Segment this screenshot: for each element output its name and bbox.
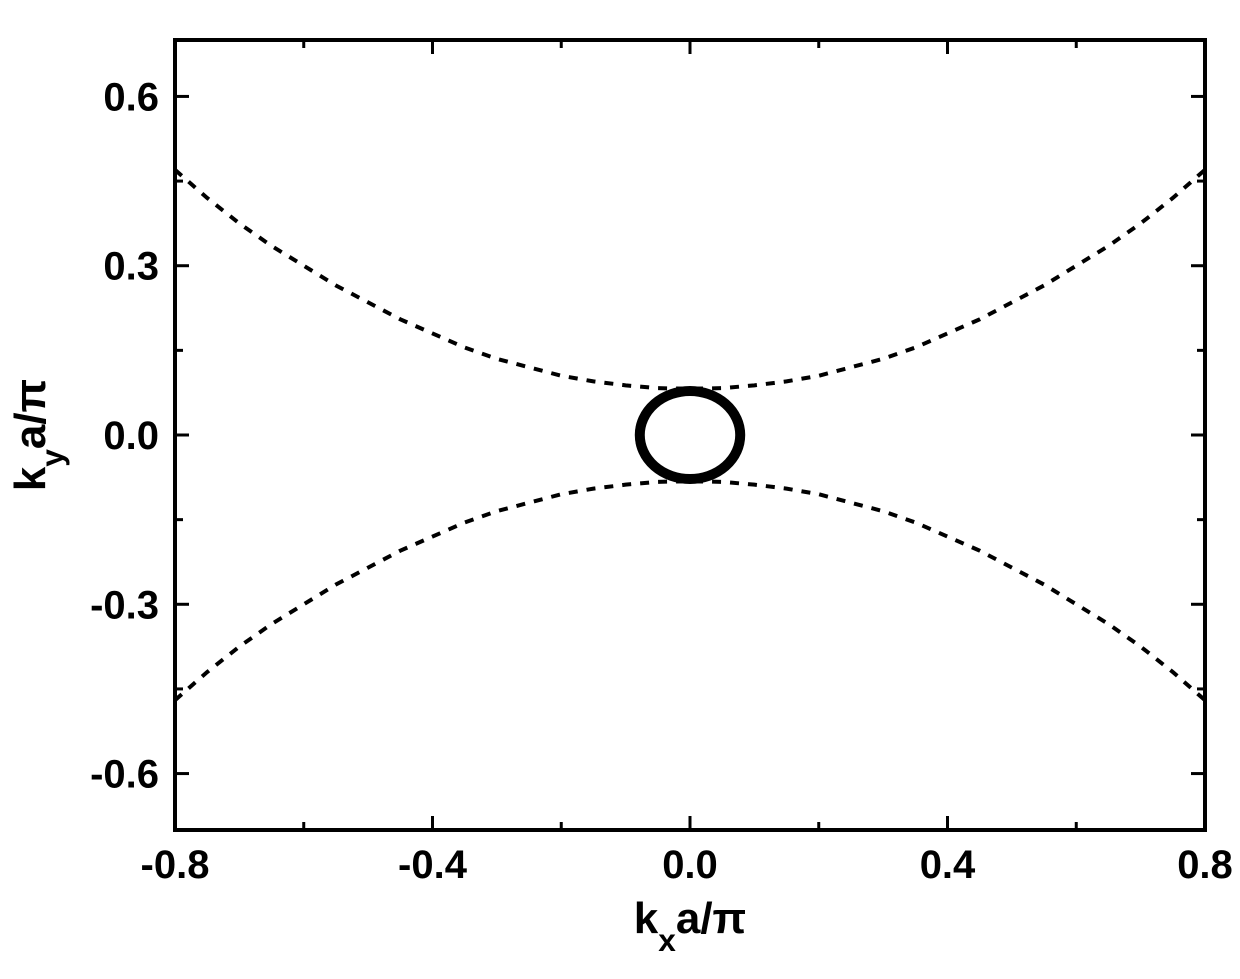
x-tick-label: -0.8 [141, 843, 210, 887]
y-tick-label: -0.6 [90, 753, 159, 797]
y-tick-label: -0.3 [90, 583, 159, 627]
y-tick-label: 0.0 [103, 414, 159, 458]
chart-svg: -0.8-0.40.00.40.8-0.6-0.30.00.30.6kxa/πk… [0, 0, 1240, 979]
x-tick-label: -0.4 [398, 843, 468, 887]
chart-bg [0, 0, 1240, 979]
x-tick-label: 0.4 [920, 843, 976, 887]
chart-container: -0.8-0.40.00.40.8-0.6-0.30.00.30.6kxa/πk… [0, 0, 1240, 979]
y-tick-label: 0.6 [103, 75, 159, 119]
y-tick-label: 0.3 [103, 245, 159, 289]
x-tick-label: 0.8 [1177, 843, 1233, 887]
x-tick-label: 0.0 [662, 843, 718, 887]
